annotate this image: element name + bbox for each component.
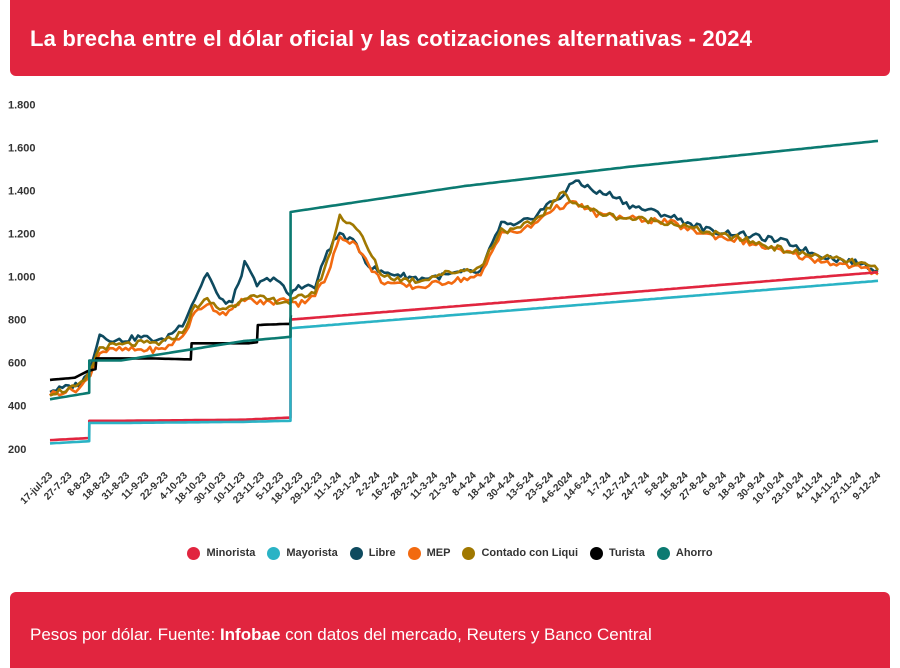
legend-label: Turista <box>609 547 645 559</box>
legend-item[interactable]: Turista <box>590 546 645 560</box>
y-axis: 200 400 600 800 1.000 1.200 1.400 1.600 1.800 <box>8 99 36 455</box>
source-prefix: Pesos por dólar. Fuente: <box>30 625 220 644</box>
legend-label: Minorista <box>206 547 256 559</box>
line-chart: 200 400 600 800 1.000 1.200 1.400 1.600 1.800 17… <box>8 99 884 507</box>
series-line-turista <box>49 315 293 382</box>
series-line-libre <box>49 179 879 394</box>
legend-item[interactable]: Libre <box>349 546 396 560</box>
source-note: Pesos por dólar. Fuente: Infobae con dat… <box>30 625 652 645</box>
legend-swatch <box>267 546 281 560</box>
y-tick-label: 1.400 <box>8 185 36 197</box>
legend-label: Mayorista <box>286 547 338 559</box>
series-line-contado-con-liqui <box>49 190 880 397</box>
legend-swatch <box>590 546 604 560</box>
y-tick-label: 1.000 <box>8 272 36 284</box>
y-tick-label: 1.600 <box>8 142 36 154</box>
y-tick-label: 200 <box>8 444 26 456</box>
legend-label: Libre <box>368 547 396 559</box>
legend-swatch <box>349 546 363 560</box>
x-axis: 17-jul-2327-7-238-8-2318-8-2331-8-2311-9… <box>19 470 884 507</box>
chart-legend: Minorista Mayorista Libre MEP Contado con Li… <box>0 543 900 563</box>
legend-label: MEP <box>426 547 451 559</box>
legend-swatch <box>462 546 476 560</box>
y-tick-label: 800 <box>8 315 26 327</box>
chart-title: La brecha entre el dólar oficial y las c… <box>30 26 753 51</box>
series-line-minorista <box>49 270 879 442</box>
y-tick-label: 600 <box>8 358 26 370</box>
legend-item[interactable]: MEP <box>407 546 451 560</box>
legend-swatch <box>407 546 421 560</box>
chart-footer: Pesos por dólar. Fuente: Infobae con dat… <box>10 592 890 668</box>
series-line-mep <box>48 200 879 397</box>
series-lines <box>48 139 880 445</box>
series-line-mayorista <box>49 279 879 445</box>
source-name: Infobae <box>219 625 281 644</box>
source-suffix: con datos del mercado, Reuters y Banco C… <box>280 625 652 644</box>
legend-item[interactable]: Minorista <box>187 546 256 560</box>
legend-label: Contado con Liqui <box>481 547 579 559</box>
legend-item[interactable]: Contado con Liqui <box>462 546 579 560</box>
y-tick-label: 1.200 <box>8 228 36 240</box>
y-tick-label: 400 <box>8 401 26 413</box>
legend-item[interactable]: Ahorro <box>656 546 713 560</box>
legend-swatch <box>187 546 201 560</box>
legend-label: Ahorro <box>675 547 713 559</box>
y-tick-label: 1.800 <box>8 99 36 111</box>
legend-swatch <box>656 546 670 560</box>
series-line-ahorro <box>49 139 879 401</box>
legend-item[interactable]: Mayorista <box>267 546 338 560</box>
chart-header: La brecha entre el dólar oficial y las c… <box>10 0 890 76</box>
